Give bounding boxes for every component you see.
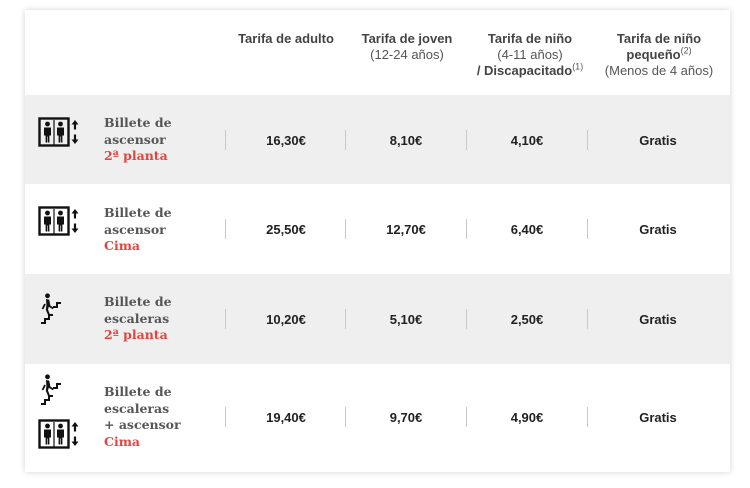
price-adult: 19,40€ <box>266 410 306 425</box>
table-row: Billete de ascensor 2ª planta 16,30€ 8,10… <box>25 95 730 184</box>
divider <box>225 309 226 329</box>
price-child: 2,50€ <box>510 312 544 327</box>
fare-table: Tarifa de adulto Tarifa de joven (12-24 … <box>25 10 730 472</box>
divider <box>466 407 467 427</box>
price-infant: Gratis <box>639 312 677 327</box>
ticket-name: Billete de ascensor Cima <box>104 205 172 253</box>
price-child: 4,90€ <box>510 410 544 425</box>
header-child: Tarifa de niño (4-11 años) / Discapacita… <box>476 31 584 78</box>
price-infant: Gratis <box>639 410 677 425</box>
divider <box>345 407 346 427</box>
stairs-icon <box>40 293 62 324</box>
price-child: 6,40€ <box>510 222 544 237</box>
divider <box>345 130 346 150</box>
divider <box>225 219 226 239</box>
price-infant: Gratis <box>639 133 677 148</box>
price-adult: 10,20€ <box>266 312 306 327</box>
price-youth: 12,70€ <box>386 222 426 237</box>
ticket-name: Billete de escaleras + ascensor Cima <box>104 384 181 449</box>
ticket-name: Billete de escaleras 2ª planta <box>104 294 172 342</box>
table-row: Billete de escaleras 2ª planta 10,20€ 5,1… <box>25 274 730 364</box>
price-adult: 16,30€ <box>266 133 306 148</box>
divider <box>587 130 588 150</box>
table-header: Tarifa de adulto Tarifa de joven (12-24 … <box>25 10 730 95</box>
header-infant: Tarifa de niño pequeño(2) (Menos de 4 añ… <box>604 31 714 78</box>
table-row: Billete de escaleras + ascensor Cima 19,4… <box>25 364 730 472</box>
divider <box>466 309 467 329</box>
divider <box>587 309 588 329</box>
price-child: 4,10€ <box>510 133 544 148</box>
divider <box>587 407 588 427</box>
divider <box>587 219 588 239</box>
elevator-icon <box>38 206 80 236</box>
price-infant: Gratis <box>639 222 677 237</box>
price-youth: 8,10€ <box>389 133 423 148</box>
divider <box>466 219 467 239</box>
divider <box>345 309 346 329</box>
divider <box>225 130 226 150</box>
divider <box>345 219 346 239</box>
header-youth: Tarifa de joven (12-24 años) <box>361 31 453 62</box>
price-youth: 9,70€ <box>389 410 423 425</box>
elevator-icon <box>38 117 80 147</box>
header-adult: Tarifa de adulto <box>238 31 334 46</box>
divider <box>225 407 226 427</box>
divider <box>466 130 467 150</box>
price-youth: 5,10€ <box>389 312 423 327</box>
price-adult: 25,50€ <box>266 222 306 237</box>
stairs-icon <box>40 374 62 405</box>
elevator-icon <box>38 419 80 449</box>
table-row: Billete de ascensor Cima 25,50€ 12,70€ 6,… <box>25 184 730 274</box>
ticket-name: Billete de ascensor 2ª planta <box>104 115 172 163</box>
